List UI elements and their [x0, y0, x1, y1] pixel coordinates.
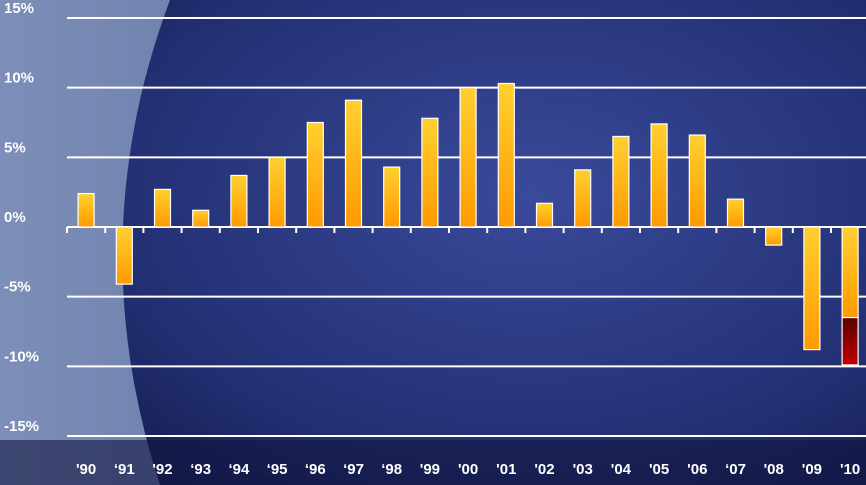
bar	[421, 117, 439, 228]
y-tick-label: 15%	[4, 0, 34, 17]
x-tick-label: '92	[152, 461, 172, 478]
bar	[344, 99, 363, 228]
x-tick-label: '02	[534, 461, 554, 478]
x-tick-label: ‘95	[267, 461, 288, 478]
background-panel	[122, 0, 866, 485]
y-tick-label: -5%	[4, 279, 31, 296]
x-tick-label: '00	[458, 461, 478, 478]
bar	[535, 202, 554, 228]
y-tick-label: -15%	[4, 418, 39, 435]
x-tick-label: ‘93	[190, 461, 211, 478]
footer-band	[0, 440, 866, 485]
x-tick-label: ‘98	[381, 461, 402, 478]
y-tick-label: -10%	[4, 348, 39, 365]
bar	[726, 198, 745, 228]
y-tick-label: 10%	[4, 70, 34, 87]
x-tick-label: '06	[687, 461, 707, 478]
bar	[765, 226, 783, 246]
x-tick-label: '99	[420, 461, 440, 478]
bar	[688, 134, 706, 228]
y-tick-label: 0%	[4, 209, 26, 226]
x-tick-label: '04	[611, 461, 632, 478]
x-tick-label: ‘94	[228, 461, 250, 478]
y-tick-label: 5%	[4, 139, 26, 156]
bar	[153, 188, 172, 228]
bar	[192, 209, 210, 228]
bar	[306, 121, 324, 228]
x-tick-label: ‘96	[305, 461, 326, 478]
x-tick-label: '08	[764, 461, 784, 478]
bar	[115, 226, 133, 285]
bar	[459, 87, 477, 228]
x-tick-label: '01	[496, 461, 516, 478]
bar	[574, 169, 592, 228]
bar	[230, 174, 248, 228]
x-tick-label: '10	[840, 461, 860, 478]
bar	[77, 192, 95, 228]
x-tick-label: '09	[802, 461, 822, 478]
bar	[383, 166, 401, 228]
bar	[841, 226, 859, 319]
bar	[803, 226, 821, 351]
x-tick-label: ‘97	[343, 461, 364, 478]
x-tick-label: '05	[649, 461, 669, 478]
bar	[268, 156, 286, 228]
x-tick-label: ‘07	[725, 461, 746, 478]
bar	[650, 123, 668, 228]
x-tick-label: '03	[573, 461, 593, 478]
bar	[497, 82, 515, 228]
bar	[841, 316, 859, 366]
x-tick-label: '90	[76, 461, 96, 478]
x-tick-label: ‘91	[114, 461, 135, 478]
bar	[612, 135, 630, 228]
